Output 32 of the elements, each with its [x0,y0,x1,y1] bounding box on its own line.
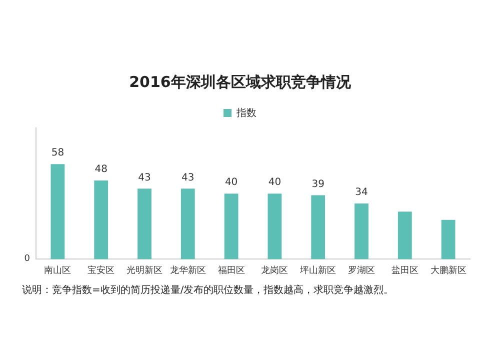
data-label: 40 [268,177,282,188]
x-tick-label: 龙岗区 [261,265,288,276]
bar [311,195,326,260]
legend-label: 指数 [236,106,256,119]
x-tick-label: 大鹏新区 [430,265,466,276]
data-label: 34 [355,187,368,198]
bar [441,220,456,260]
x-tick-label: 光明新区 [126,265,162,276]
data-label: 40 [224,177,238,188]
bar [180,188,195,260]
data-label: 43 [138,172,151,184]
bar [50,164,65,260]
bar [224,194,238,260]
data-label: 39 [312,178,324,190]
x-tick-label: 龙华新区 [170,265,206,276]
data-label: 58 [51,148,64,159]
x-tick-label: 宝安区 [88,265,115,276]
chart-title: 2016年深圳各区域求职竞争情况 [129,72,352,91]
bar [398,212,412,260]
x-tick-label: 福田区 [218,265,245,276]
x-tick-label: 盐田区 [391,265,418,276]
data-label: 48 [94,164,108,176]
data-label: 43 [182,172,194,184]
x-tick-label: 罗湖区 [348,265,375,276]
bar [354,203,368,260]
text: 说明：竞争指数=收到的简历投递量/发布的职位数量，指数越高，求职竞争越激烈。 [22,284,394,297]
bar [268,194,282,260]
bar [138,188,152,260]
x-tick-label: 南山区 [44,265,72,276]
bar [94,180,108,260]
text: 0 [23,254,30,264]
x-tick-label: 坪山新区 [299,265,336,276]
